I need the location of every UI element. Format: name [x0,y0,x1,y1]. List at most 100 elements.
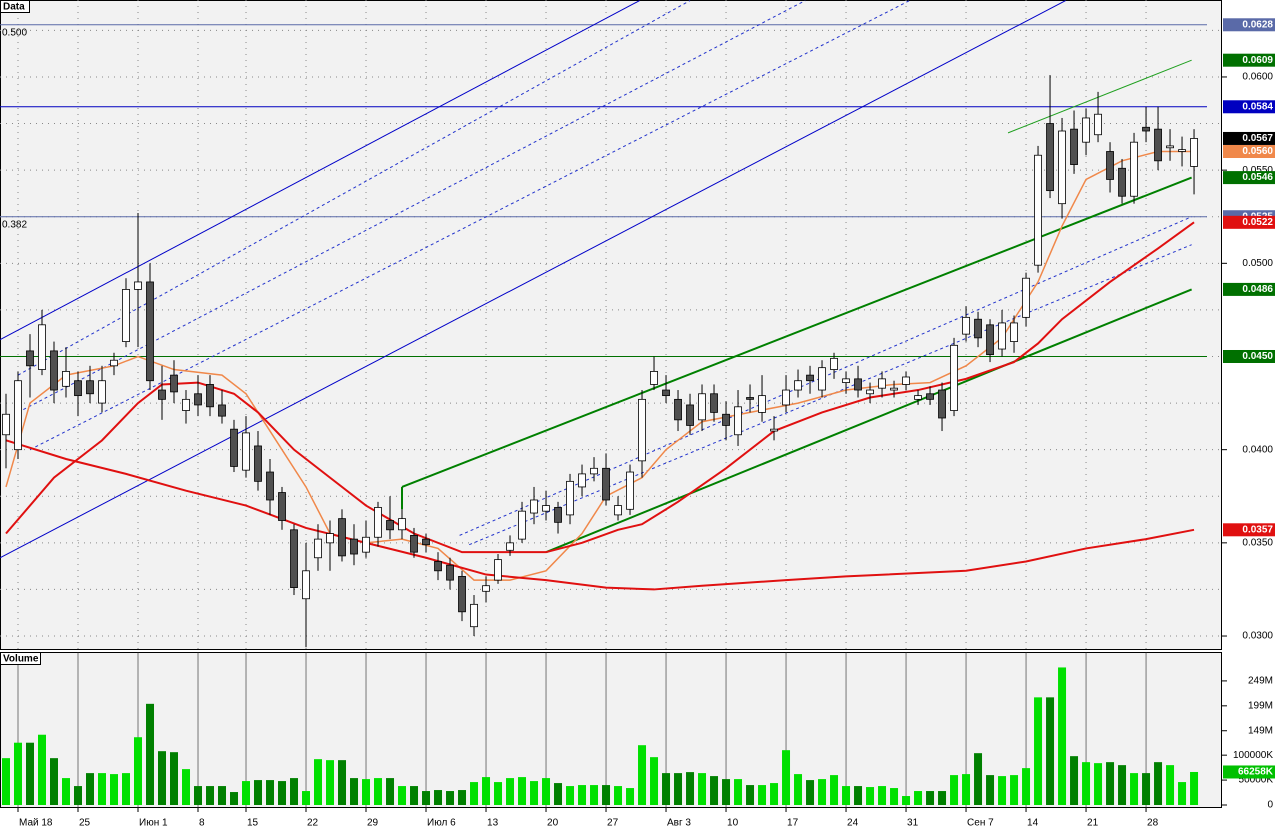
volume-bar [1010,775,1019,805]
candle-body [830,357,838,370]
volume-bar [590,785,599,805]
volume-bar [374,778,383,805]
candle-body [878,378,886,389]
volume-bar [1142,773,1151,805]
volume-bar [818,779,827,805]
candle-body [698,393,706,421]
price-tag-label: 0.0560 [1242,146,1273,157]
y-tick-label: 0.0350 [1242,537,1273,548]
candle-body [842,378,850,383]
candle-body [302,570,310,600]
price-tag [1223,171,1275,185]
volume-bar [506,778,515,805]
volume-bar [482,777,491,805]
axes: Май 18 25 Июн 1 8 15 22 29 Июл 6 13 20 27 Авг 3 10 17… [17,18,1275,829]
y-tick-label: 0.0550 [1242,165,1273,176]
y-tick-label: 149M [1248,725,1273,736]
volume-bar [1190,771,1199,805]
price-tag-label: 0.0357 [1242,524,1273,535]
trend-line [545,288,1193,554]
volume-bar [26,742,35,805]
candle-body [518,510,526,540]
volume-bar [446,791,455,805]
candle-body [122,289,130,342]
volume-bar [458,790,467,805]
volume-bar [890,788,899,805]
candle-body [338,518,346,557]
candle-body [1022,277,1030,318]
fib-label: 0.500 [2,27,27,38]
candle-body [1166,145,1174,149]
candle-body [266,471,274,501]
candle-body [158,389,166,400]
price-tag [1223,100,1275,114]
y-tick-label: 100000K [1233,750,1273,761]
volume-tag-label: 66258K [1238,767,1274,778]
candle-body [278,492,286,521]
candle-body [1190,138,1198,167]
candle-body [398,518,406,531]
candle-body [758,395,766,413]
volume-bar [1034,697,1043,805]
candle-body [1034,154,1042,266]
candle-body [446,564,454,581]
volume-bar [962,774,971,805]
volume-bar [866,787,875,805]
x-tick-label: Сен 7 [967,818,994,829]
x-tick-label: 15 [247,818,259,829]
price-plot: 0.500 0.382 [0,0,1222,650]
volume-bar [290,778,299,805]
volume-bar [1046,697,1055,805]
volume-bar [470,782,479,805]
x-tick-label: 8 [199,818,205,829]
candle-body [1010,322,1018,342]
y-tick-label: 0.0300 [1242,631,1273,642]
volume-plot [2,652,1199,808]
candle-body [254,445,262,482]
candle-body [458,575,466,613]
volume-bar [662,773,671,805]
volume-bar [602,785,611,805]
volume-bar [14,742,23,805]
volume-bar [806,780,815,805]
candle-body [566,480,574,516]
x-tick-label: 10 [727,818,739,829]
candle-body [98,380,106,404]
x-tick-label: 14 [1027,818,1039,829]
candle-body [242,432,250,471]
volume-bar [722,779,731,805]
candle-body [662,389,670,397]
candle-body [182,398,190,411]
candle-body [434,561,442,572]
volume-bar [2,758,11,805]
volume-bar [938,791,947,805]
candle-body [362,536,370,553]
candle-body [38,324,46,370]
candle-body [194,393,202,406]
price-tag-label: 0.0486 [1242,284,1273,295]
volume-bar [1094,763,1103,805]
price-tag [1223,131,1275,145]
panel-label-box [0,652,41,665]
candle-body [206,384,214,408]
candle-body [1130,141,1138,197]
candle-body [650,371,658,385]
volume-bar [338,760,347,805]
candle-body [146,281,154,382]
volume-bar [830,775,839,805]
candle-body [62,371,70,387]
price-tag-label: 0.0584 [1242,101,1273,112]
candle-body [134,281,142,290]
candle-body [554,507,562,523]
volume-bar [614,786,623,805]
volume-bar [1022,768,1031,805]
volume-bar [182,769,191,805]
volume-bar [950,775,959,805]
volume-bar [1118,765,1127,805]
volume-bar [626,788,635,805]
candle-body [494,559,502,581]
candle-body [926,393,934,400]
volume-bar [98,773,107,805]
volume-bar [278,781,287,805]
volume-bar [1166,765,1175,805]
